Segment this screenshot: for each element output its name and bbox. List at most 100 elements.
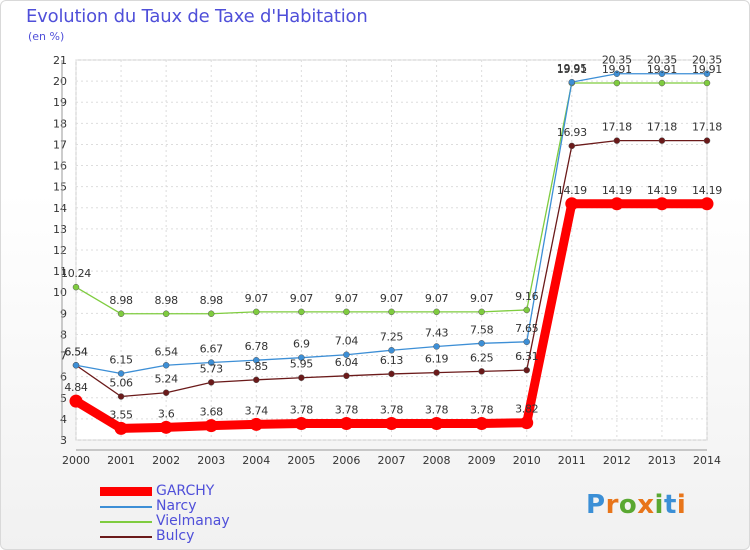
x-tick-label: 2004 [242,454,270,467]
y-tick-label: 21 [53,54,67,67]
data-point-vielmanay [207,310,215,318]
x-tick-label: 2011 [558,454,586,467]
data-label-garchy: 14.19 [692,184,722,197]
x-tick-label: 2010 [513,454,541,467]
data-point-vielmanay [298,308,305,316]
y-tick-label: 3 [60,434,67,447]
data-label-garchy: 3.78 [335,404,359,417]
data-label-narcy: 6.78 [245,340,269,353]
data-point-garchy [204,419,218,433]
y-tick-label: 10 [53,286,67,299]
legend-swatch-vielmanay [100,521,152,523]
data-point-bulcy [613,137,621,144]
legend-label-bulcy: Bulcy [156,528,195,544]
data-point-bulcy [253,376,260,384]
x-tick-label: 2000 [62,454,90,467]
data-label-narcy: 6.54 [154,345,178,358]
data-label-garchy: 3.78 [290,404,314,417]
y-tick-label: 9 [60,307,67,320]
data-label-bulcy: 17.18 [647,121,677,134]
logo-letter: i [654,490,664,520]
data-point-bulcy [298,374,305,381]
proxiti-logo: Proxiti [586,490,686,520]
logo-letter: x [637,490,655,520]
data-point-bulcy [658,137,666,144]
data-label-bulcy: 5.85 [245,360,269,373]
x-tick-label: 2013 [648,454,676,467]
legend-label-vielmanay: Vielmanay [156,513,230,529]
legend-swatch-narcy [100,506,152,508]
data-point-garchy [565,197,579,211]
data-label-vielmanay: 9.07 [380,292,404,305]
x-tick-label: 2008 [423,454,451,467]
data-point-garchy [700,197,714,211]
data-label-vielmanay: 8.98 [109,294,133,307]
y-tick-label: 5 [60,392,67,405]
data-point-vielmanay [343,308,350,316]
logo-letter: t [663,490,677,520]
data-point-narcy [298,354,305,361]
data-point-narcy [523,338,530,346]
data-point-garchy [475,417,489,431]
y-tick-label: 11 [53,265,67,278]
data-label-garchy: 3.78 [425,404,449,417]
data-point-bulcy [433,369,440,376]
data-label-vielmanay: 19.91 [557,63,587,76]
data-label-garchy: 14.19 [602,184,632,197]
legend-swatch-garchy [100,487,152,496]
data-label-narcy: 6.54 [64,345,88,358]
x-tick-label: 2012 [603,454,631,467]
data-label-bulcy: 16.93 [557,126,587,139]
data-point-vielmanay [253,308,260,316]
data-label-bulcy: 6.13 [380,354,404,367]
data-label-garchy: 3.6 [158,407,175,420]
x-tick-label: 2006 [332,454,360,467]
data-label-vielmanay: 8.98 [200,294,224,307]
y-tick-label: 14 [53,202,67,215]
data-label-garchy: 14.19 [557,184,587,197]
data-point-garchy [339,417,353,431]
x-tick-label: 2009 [468,454,496,467]
data-point-garchy [294,417,308,431]
data-label-garchy: 4.84 [64,381,88,394]
data-label-vielmanay: 9.16 [515,290,539,303]
data-point-bulcy [478,368,485,375]
data-point-narcy [613,70,621,77]
data-point-narcy [253,356,260,364]
data-label-vielmanay: 19.91 [647,63,677,76]
x-tick-label: 2014 [693,454,721,467]
y-tick-label: 19 [53,96,67,109]
data-point-vielmanay [162,310,170,318]
data-point-garchy [159,420,173,434]
data-label-vielmanay: 9.07 [290,292,314,305]
data-label-bulcy: 6.04 [335,356,359,369]
data-point-vielmanay [388,308,395,316]
data-label-garchy: 3.74 [245,404,269,417]
data-label-vielmanay: 9.07 [425,292,449,305]
y-tick-label: 17 [53,138,67,151]
x-tick-label: 2001 [107,454,135,467]
data-point-narcy [703,70,711,77]
logo-letter: P [586,490,606,520]
legend-label-garchy: GARCHY [156,483,215,499]
data-point-vielmanay [72,283,80,291]
data-point-narcy [478,340,485,347]
data-label-bulcy: 17.18 [692,121,722,134]
data-label-vielmanay: 10.24 [61,267,91,280]
data-label-garchy: 3.82 [515,403,538,416]
data-point-narcy [72,362,80,369]
data-point-bulcy [523,366,530,374]
data-label-bulcy: 6.54 [64,345,88,358]
logo-letter: i [676,490,687,520]
data-point-vielmanay [433,308,440,316]
data-point-bulcy [207,379,215,386]
data-point-bulcy [162,389,170,396]
data-label-narcy: 6.9 [293,338,310,351]
data-point-vielmanay [478,308,485,316]
data-point-narcy [343,351,350,358]
data-point-narcy [117,370,125,377]
data-label-vielmanay: 9.07 [335,292,359,305]
data-point-garchy [114,421,128,435]
x-tick-label: 2003 [197,454,225,467]
